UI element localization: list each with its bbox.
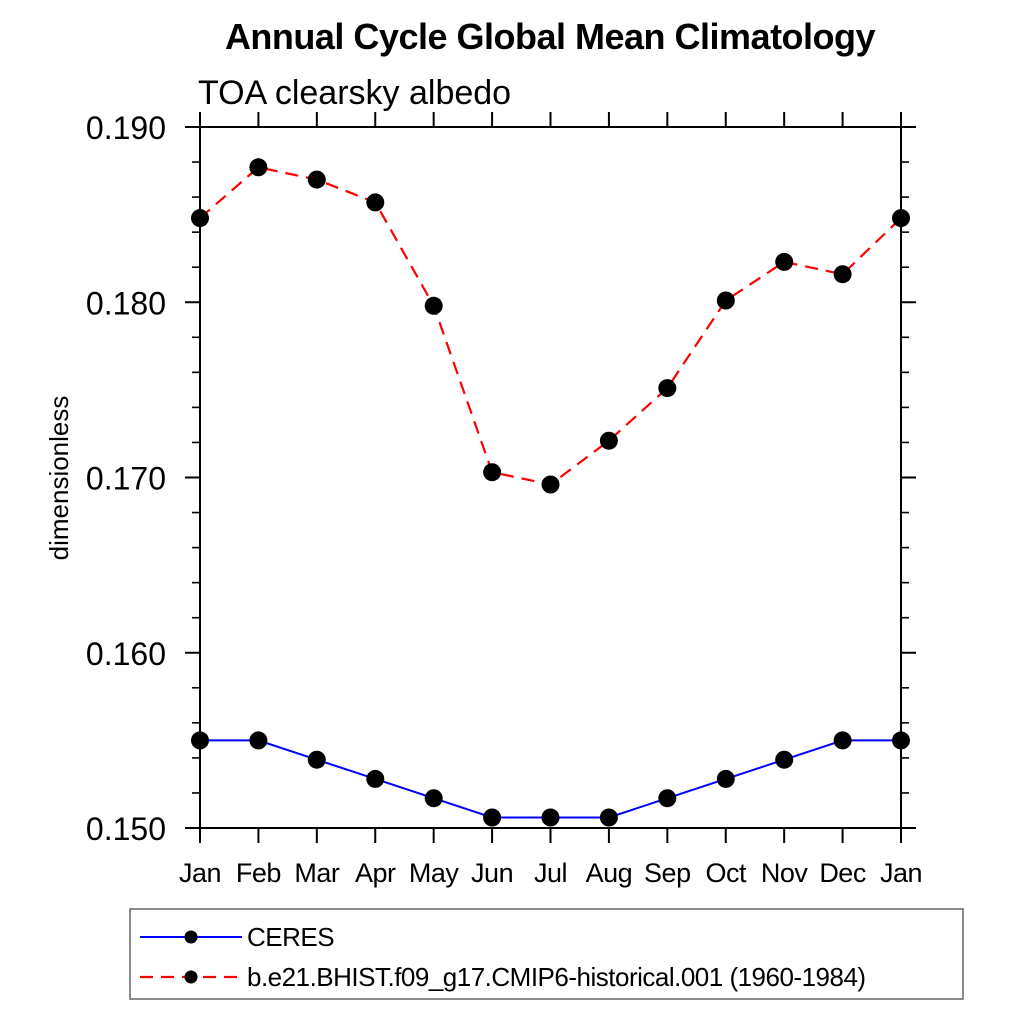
data-point-marker xyxy=(775,750,794,769)
series-line-model xyxy=(199,166,902,486)
x-tick-label: Dec xyxy=(819,858,866,888)
data-point-marker xyxy=(307,750,326,769)
data-point-marker xyxy=(892,731,910,750)
y-tick-label: 0.150 xyxy=(86,811,166,847)
x-tick-label: Jun xyxy=(471,858,513,888)
series-line-ceres xyxy=(200,739,901,819)
x-tick-label: Sep xyxy=(644,858,691,888)
x-tick-label: Apr xyxy=(355,858,396,888)
x-tick-label: Aug xyxy=(586,858,633,888)
data-point-marker xyxy=(541,475,560,494)
data-point-marker xyxy=(892,209,910,228)
legend-box xyxy=(129,908,964,1000)
data-point-marker xyxy=(483,808,502,827)
data-point-marker xyxy=(658,379,677,398)
x-tick-label: Jan xyxy=(880,858,922,888)
data-point-marker xyxy=(424,789,443,808)
chart-title: Annual Cycle Global Mean Climatology xyxy=(225,16,876,57)
data-point-marker xyxy=(716,769,735,788)
x-tick-label: Nov xyxy=(761,858,809,888)
data-point-marker xyxy=(541,808,560,827)
data-point-marker xyxy=(424,296,443,315)
y-tick-label: 0.160 xyxy=(86,636,166,672)
data-point-marker xyxy=(191,209,209,228)
x-tick-label: Oct xyxy=(705,858,747,888)
legend: CERES b.e21.BHIST.f09_g17.CMIP6-historica… xyxy=(129,908,964,1000)
legend-label: b.e21.BHIST.f09_g17.CMIP6-historical.001… xyxy=(247,962,866,992)
x-tick-label: Mar xyxy=(294,858,340,888)
data-point-marker xyxy=(366,193,385,212)
axis-ticks xyxy=(185,112,916,843)
data-point-marker xyxy=(833,265,852,284)
y-tick-label: 0.170 xyxy=(86,461,166,497)
data-point-marker xyxy=(599,431,618,450)
data-point-marker xyxy=(249,158,268,177)
legend-label: CERES xyxy=(247,922,334,952)
data-point-marker xyxy=(833,731,852,750)
data-point-marker xyxy=(249,731,268,750)
plot-frame xyxy=(199,126,902,829)
legend-marker xyxy=(184,970,198,984)
legend-marker xyxy=(184,930,198,944)
axis-tick-labels: Jan Feb Mar Apr May Jun Jul Aug Sep Oct Nov Dec Jan 0… xyxy=(86,110,923,888)
y-tick-label: 0.180 xyxy=(86,285,166,321)
y-tick-label: 0.190 xyxy=(86,110,166,146)
y-axis-label: dimensionless xyxy=(44,396,74,561)
data-point-marker xyxy=(716,291,735,310)
data-series xyxy=(191,158,910,827)
data-point-marker xyxy=(599,808,618,827)
data-point-marker xyxy=(307,170,326,189)
x-tick-label: May xyxy=(409,858,460,888)
chart-subtitle: TOA clearsky albedo xyxy=(198,74,511,112)
x-tick-label: Feb xyxy=(236,858,281,888)
x-tick-label: Jan xyxy=(179,858,221,888)
data-point-marker xyxy=(775,252,794,271)
data-point-marker xyxy=(483,463,502,482)
data-point-marker xyxy=(191,731,209,750)
data-point-marker xyxy=(366,769,385,788)
data-point-marker xyxy=(658,789,677,808)
x-tick-label: Jul xyxy=(534,858,567,888)
